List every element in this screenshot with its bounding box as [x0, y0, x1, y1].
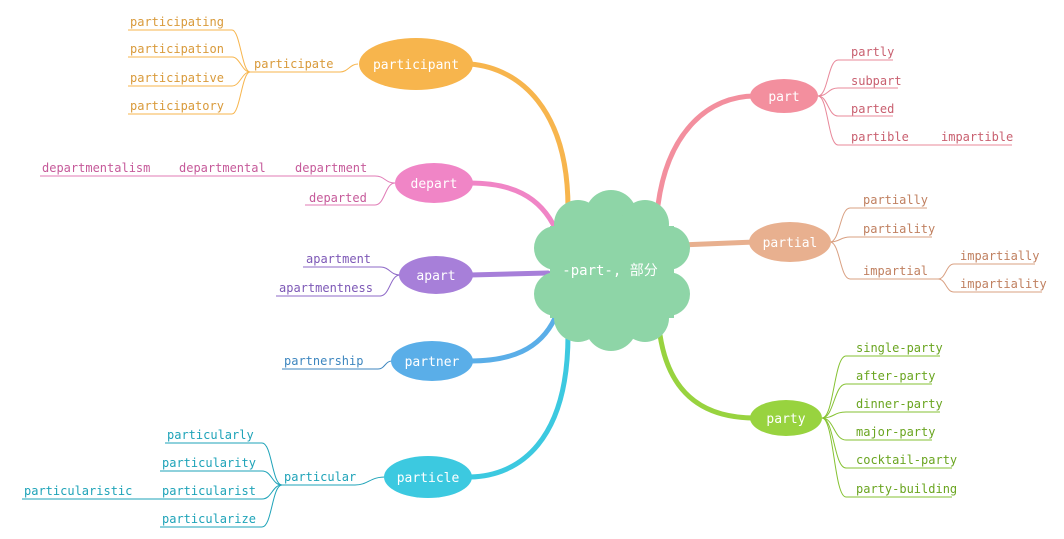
node-partial[interactable]: partial	[749, 222, 831, 262]
branch-particle	[22, 442, 386, 528]
leaf-participation[interactable]: participation	[130, 42, 224, 56]
branch-partial	[829, 207, 1042, 293]
leaf-department[interactable]: department	[295, 161, 367, 175]
leaf-partly[interactable]: partly	[851, 45, 894, 59]
node-particle[interactable]: particle	[384, 456, 472, 498]
leaf-impartiality[interactable]: impartiality	[960, 277, 1047, 291]
leaf-departed[interactable]: departed	[309, 191, 367, 205]
leaf-dinner-party[interactable]: dinner-party	[856, 397, 943, 411]
node-party[interactable]: party	[750, 400, 822, 436]
connector-partner	[467, 315, 558, 364]
branch-depart	[40, 175, 396, 206]
node-apart[interactable]: apart	[399, 256, 473, 294]
node-depart[interactable]: depart	[395, 163, 473, 203]
branch-part	[817, 59, 1012, 146]
leaf-major-party[interactable]: major-party	[856, 425, 935, 439]
node-partial-label: partial	[763, 236, 818, 251]
branch-participant	[128, 29, 359, 115]
leaf-partible[interactable]: partible	[851, 130, 909, 144]
leaf-particularity[interactable]: particularity	[162, 456, 256, 470]
leaf-partiality[interactable]: partiality	[863, 222, 935, 236]
leaf-partnership[interactable]: partnership	[284, 354, 363, 368]
center-topic[interactable]: -part-, 部分	[534, 190, 690, 351]
leaf-after-party[interactable]: after-party	[856, 369, 935, 383]
subnode-participate[interactable]: participate	[254, 57, 333, 71]
leaf-particularize[interactable]: particularize	[162, 512, 256, 526]
leaf-subpart[interactable]: subpart	[851, 74, 902, 88]
leaf-cocktail-party[interactable]: cocktail-party	[856, 453, 957, 467]
leaf-particularist[interactable]: particularist	[162, 484, 256, 498]
leaf-impartially[interactable]: impartially	[960, 249, 1039, 263]
node-particle-label: particle	[397, 471, 460, 486]
leaf-particularistic[interactable]: particularistic	[24, 484, 132, 498]
leaf-impartial[interactable]: impartial	[863, 264, 928, 278]
node-partner[interactable]: partner	[391, 341, 473, 381]
node-partner-label: partner	[405, 355, 460, 370]
branch-partner	[282, 360, 393, 370]
connector-depart	[467, 180, 559, 233]
center-topic-label: -part-, 部分	[562, 263, 657, 279]
connector-partial	[677, 239, 758, 248]
leaf-departmentalism[interactable]: departmentalism	[42, 161, 150, 175]
leaf-participative[interactable]: participative	[130, 71, 224, 85]
connector-participant	[467, 61, 571, 211]
leaf-participatory[interactable]: participatory	[130, 99, 224, 113]
connector-apart	[467, 270, 551, 278]
branch-party	[821, 355, 952, 498]
node-participant-label: participant	[373, 58, 459, 73]
leaf-apartment[interactable]: apartment	[306, 252, 371, 266]
leaf-departmental[interactable]: departmental	[179, 161, 266, 175]
main-connectors	[467, 61, 758, 480]
connector-part	[655, 93, 758, 208]
node-apart-label: apart	[416, 269, 455, 284]
leaf-parted[interactable]: parted	[851, 102, 894, 116]
leaf-partially[interactable]: partially	[863, 193, 928, 207]
connector-particle	[467, 332, 571, 480]
node-part[interactable]: part	[750, 79, 818, 113]
node-depart-label: depart	[411, 177, 458, 192]
leaf-participating[interactable]: participating	[130, 15, 224, 29]
leaf-apartmentness[interactable]: apartmentness	[279, 281, 373, 295]
branch-apart	[276, 266, 401, 297]
subnode-particular[interactable]: particular	[284, 470, 356, 484]
node-participant[interactable]: participant	[359, 38, 473, 90]
leaf-impartible[interactable]: impartible	[941, 130, 1013, 144]
node-part-label: part	[768, 90, 799, 105]
node-party-label: party	[766, 412, 805, 427]
connector-party	[657, 332, 758, 421]
leaf-single-party[interactable]: single-party	[856, 341, 943, 355]
leaf-particularly[interactable]: particularly	[167, 428, 254, 442]
leaf-party-building[interactable]: party-building	[856, 482, 957, 496]
